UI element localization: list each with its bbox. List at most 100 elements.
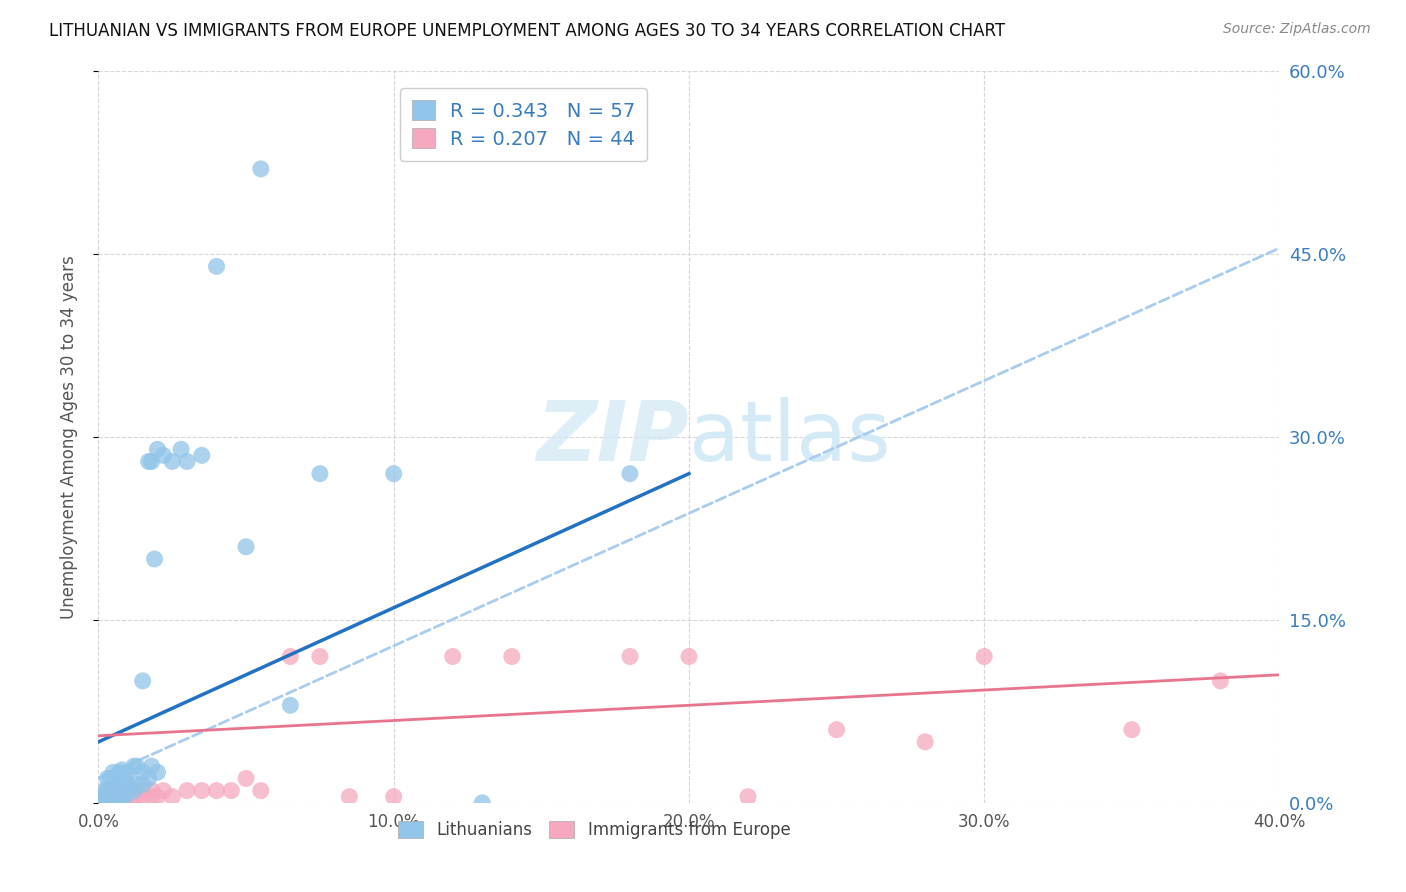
Point bbox=[96, 783, 118, 797]
Point bbox=[108, 789, 131, 804]
Point bbox=[152, 448, 174, 462]
Y-axis label: Unemployment Among Ages 30 to 34 years: Unemployment Among Ages 30 to 34 years bbox=[59, 255, 77, 619]
Point bbox=[382, 789, 405, 804]
Point bbox=[108, 765, 131, 780]
Point bbox=[96, 789, 118, 804]
Point bbox=[98, 772, 121, 786]
Point bbox=[339, 789, 361, 804]
Text: LITHUANIAN VS IMMIGRANTS FROM EUROPE UNEMPLOYMENT AMONG AGES 30 TO 34 YEARS CORR: LITHUANIAN VS IMMIGRANTS FROM EUROPE UNE… bbox=[49, 22, 1005, 40]
Point bbox=[309, 467, 332, 481]
Point bbox=[108, 778, 131, 792]
Point bbox=[114, 783, 136, 797]
Point bbox=[103, 778, 125, 792]
Legend: Lithuanians, Immigrants from Europe: Lithuanians, Immigrants from Europe bbox=[392, 814, 797, 846]
Point bbox=[122, 783, 145, 797]
Point bbox=[619, 467, 641, 481]
Point bbox=[132, 783, 155, 797]
Point bbox=[146, 765, 169, 780]
Point bbox=[191, 448, 214, 462]
Point bbox=[191, 783, 214, 797]
Point bbox=[111, 789, 134, 804]
Point bbox=[122, 759, 145, 773]
Point bbox=[146, 789, 169, 804]
Point bbox=[114, 789, 136, 804]
Point bbox=[221, 783, 243, 797]
Point bbox=[122, 789, 145, 804]
Point bbox=[141, 454, 163, 468]
Point bbox=[471, 796, 494, 810]
Point bbox=[205, 260, 228, 274]
Point bbox=[235, 540, 257, 554]
Point bbox=[162, 789, 183, 804]
Point bbox=[96, 789, 118, 804]
Point bbox=[205, 783, 228, 797]
Point bbox=[152, 783, 174, 797]
Point bbox=[111, 783, 134, 797]
Point bbox=[825, 723, 848, 737]
Point bbox=[125, 778, 148, 792]
Point bbox=[117, 765, 139, 780]
Point bbox=[132, 789, 155, 804]
Point bbox=[117, 778, 139, 792]
Point bbox=[93, 789, 115, 804]
Point bbox=[90, 789, 112, 804]
Point bbox=[250, 783, 273, 797]
Point bbox=[678, 649, 700, 664]
Point bbox=[114, 772, 136, 786]
Point bbox=[141, 759, 163, 773]
Point bbox=[103, 789, 125, 804]
Point bbox=[280, 649, 302, 664]
Point bbox=[619, 649, 641, 664]
Point bbox=[138, 772, 160, 786]
Point bbox=[162, 454, 183, 468]
Point bbox=[441, 649, 464, 664]
Point bbox=[93, 783, 115, 797]
Point bbox=[114, 789, 136, 804]
Text: atlas: atlas bbox=[689, 397, 890, 477]
Point bbox=[132, 673, 155, 688]
Point bbox=[111, 763, 134, 777]
Point bbox=[111, 789, 134, 804]
Point bbox=[105, 789, 128, 804]
Point bbox=[146, 442, 169, 457]
Point bbox=[235, 772, 257, 786]
Point bbox=[382, 467, 405, 481]
Point bbox=[501, 649, 523, 664]
Point bbox=[98, 783, 121, 797]
Point bbox=[93, 789, 115, 804]
Point bbox=[117, 783, 139, 797]
Point bbox=[108, 789, 131, 804]
Point bbox=[176, 783, 198, 797]
Text: ZIP: ZIP bbox=[536, 397, 689, 477]
Point bbox=[105, 783, 128, 797]
Point bbox=[90, 789, 112, 804]
Point bbox=[98, 789, 121, 804]
Point bbox=[170, 442, 193, 457]
Point bbox=[1121, 723, 1143, 737]
Point bbox=[973, 649, 995, 664]
Point bbox=[96, 783, 118, 797]
Text: Source: ZipAtlas.com: Source: ZipAtlas.com bbox=[1223, 22, 1371, 37]
Point bbox=[914, 735, 936, 749]
Point bbox=[125, 789, 148, 804]
Point bbox=[280, 698, 302, 713]
Point bbox=[176, 454, 198, 468]
Point bbox=[103, 783, 125, 797]
Point bbox=[250, 161, 273, 176]
Point bbox=[141, 789, 163, 804]
Point bbox=[103, 789, 125, 804]
Point bbox=[138, 454, 160, 468]
Point bbox=[132, 765, 155, 780]
Point bbox=[103, 765, 125, 780]
Point bbox=[108, 783, 131, 797]
Point bbox=[98, 789, 121, 804]
Point bbox=[111, 783, 134, 797]
Point bbox=[105, 783, 128, 797]
Point bbox=[309, 649, 332, 664]
Point bbox=[1209, 673, 1232, 688]
Point bbox=[132, 778, 155, 792]
Point bbox=[105, 789, 128, 804]
Point bbox=[105, 772, 128, 786]
Point bbox=[737, 789, 759, 804]
Point bbox=[143, 552, 166, 566]
